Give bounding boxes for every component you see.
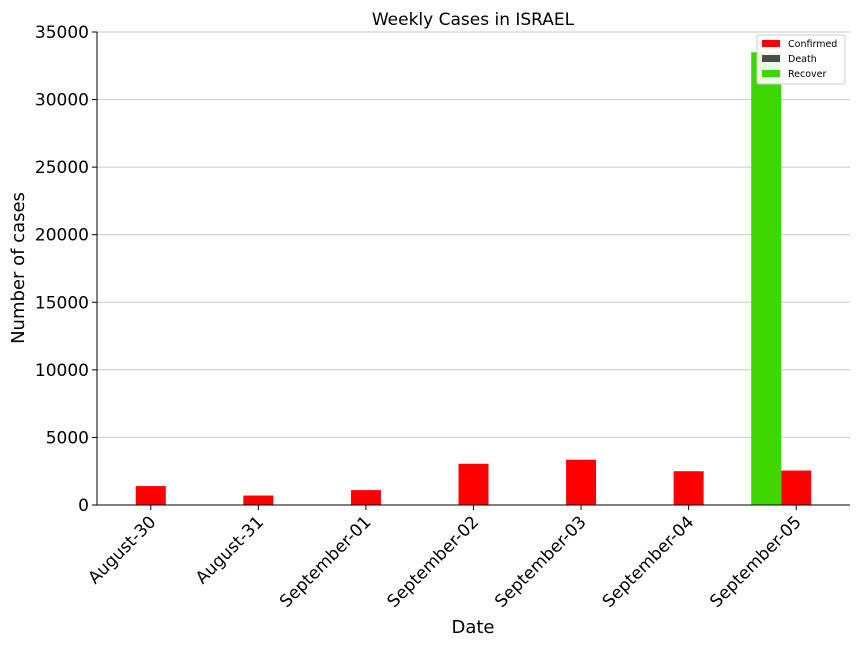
bar-confirmed	[673, 471, 704, 505]
bar-confirmed	[243, 495, 274, 505]
bar-confirmed	[350, 490, 381, 505]
y-tick-label: 0	[78, 496, 89, 516]
bar-confirmed	[458, 463, 489, 505]
x-tick-label: September-04	[599, 512, 698, 611]
y-tick-label: 10000	[35, 361, 89, 381]
y-tick-label: 5000	[46, 428, 89, 448]
legend: Confirmed Death Recover	[756, 34, 846, 85]
bar-confirmed	[566, 459, 597, 505]
legend-label-recover: Recover	[788, 69, 827, 80]
y-tick-label: 25000	[35, 158, 89, 178]
y-tick-label: 30000	[35, 91, 89, 111]
legend-label-confirmed: Confirmed	[788, 39, 837, 50]
y-tick-label: 35000	[35, 23, 89, 43]
legend-swatch-confirmed	[762, 40, 780, 47]
bar-confirmed	[135, 486, 166, 505]
grid-lines	[97, 31, 850, 438]
legend-label-death: Death	[788, 54, 817, 65]
y-tick-label: 20000	[35, 226, 89, 246]
axes	[96, 32, 850, 506]
x-tick-label: September-01	[276, 512, 375, 611]
y-axis-label: Number of cases	[8, 192, 29, 344]
x-axis-ticks: August-30 August-31 September-01 September-…	[84, 505, 806, 612]
legend-swatch-death	[762, 55, 780, 62]
y-axis-ticks: 0 5000 10000 15000 20000 25000 30000 35000	[35, 23, 97, 516]
x-axis-label: Date	[451, 617, 494, 638]
bar-confirmed	[781, 470, 812, 505]
bars	[135, 52, 812, 506]
bar-recover	[751, 52, 782, 506]
x-tick-label: September-03	[491, 512, 590, 611]
x-tick-label: September-02	[384, 512, 483, 611]
y-tick-label: 15000	[35, 293, 89, 313]
chart-title: Weekly Cases in ISRAEL	[372, 10, 575, 30]
legend-swatch-recover	[762, 70, 780, 77]
x-tick-label: September-05	[706, 512, 805, 611]
x-tick-label: August-30	[84, 512, 160, 588]
x-tick-label: August-31	[192, 512, 268, 588]
